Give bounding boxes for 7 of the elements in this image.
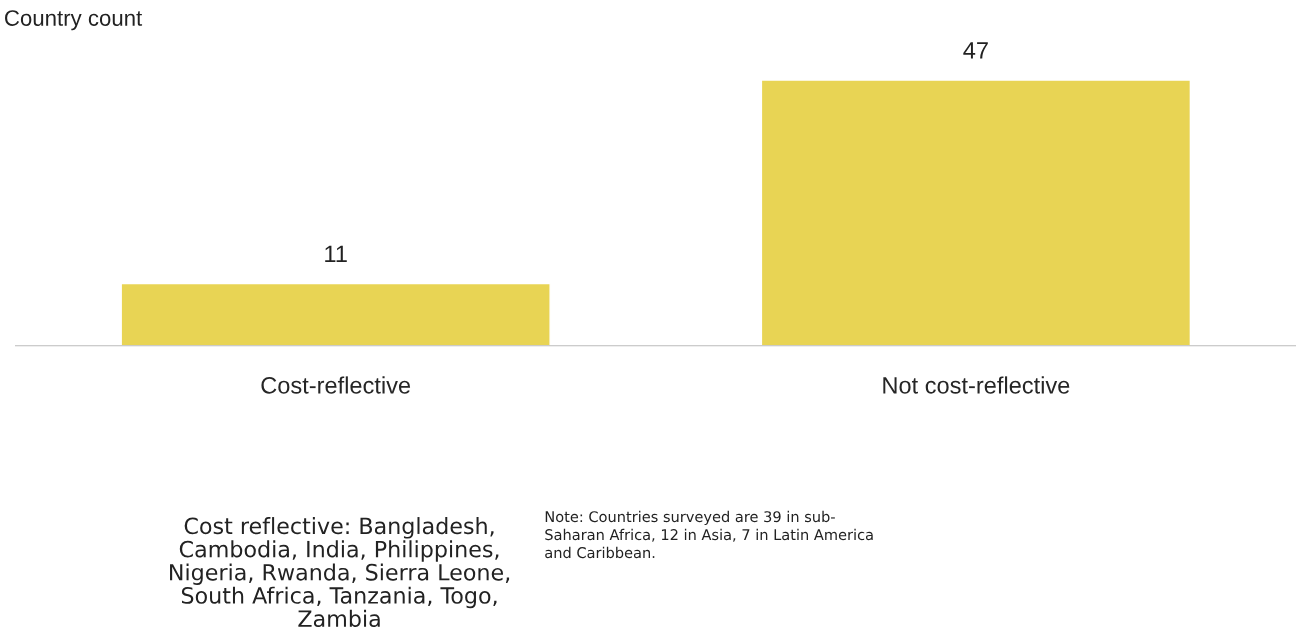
x-tick-label: Not cost-reflective xyxy=(883,376,1070,394)
x-tick-label: Cost-reflective xyxy=(261,376,411,394)
data-label: 47 xyxy=(963,42,988,59)
y-axis-title: Country count xyxy=(5,10,143,31)
data-label: 11 xyxy=(325,245,347,263)
text: Note: Countries surveyed are 39 in sub- Saharan Africa, 12 in Asia, 7 in Latin America and Caribbean. xyxy=(545,510,873,559)
text: Cost reflective: Bangladesh, Cambodia, India, Philippines, Nigeria, Rwanda, Sierra Leone, South Africa, Tanzania, Togo, Zambia xyxy=(170,517,510,628)
